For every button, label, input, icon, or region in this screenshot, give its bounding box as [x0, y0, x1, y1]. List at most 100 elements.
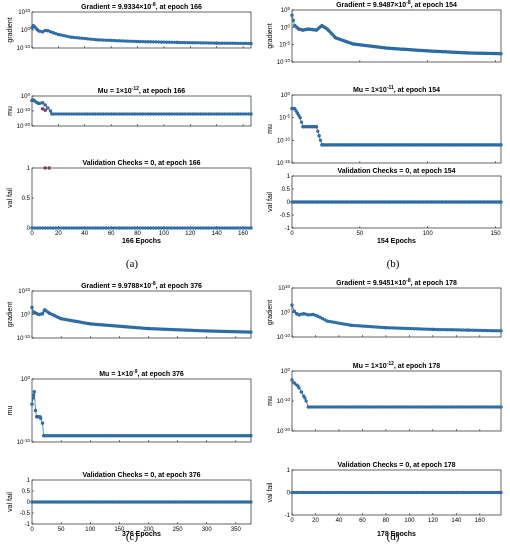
highlight-point [43, 108, 47, 113]
subplot-mu: Mu = 1×10-12, at epoch 166mu10010-1010-2… [7, 86, 253, 130]
data-point [299, 390, 304, 394]
title-part: 10 [379, 363, 387, 370]
axes-frame [31, 95, 252, 127]
tick-base: 10 [277, 429, 284, 435]
data-point [249, 226, 253, 230]
data-point [32, 393, 36, 397]
data-point [106, 38, 111, 42]
tick-base: 10 [18, 10, 25, 16]
data-point [209, 226, 214, 230]
title-part: × [394, 2, 398, 9]
data-point [291, 18, 296, 23]
tick-base: 10 [21, 94, 28, 100]
title-part: , at epoch 178 [411, 280, 457, 287]
y-tick-label: 10-10 [17, 107, 31, 116]
y-axis-label: val fail [267, 482, 274, 502]
tick-base: 10 [17, 124, 24, 130]
data-point [314, 125, 319, 129]
y-axis-label: mu [267, 396, 274, 406]
subplot-title: Mu = 1×10-9, at epoch 376 [99, 369, 184, 378]
subplot-title: Validation Checks = 0, at epoch 154 [337, 168, 455, 175]
y-tick-label: -0.5 [20, 511, 31, 517]
y-tick-label: 10-15 [277, 159, 291, 168]
x-tick-label: 0 [290, 518, 294, 524]
y-tick-label: 100 [21, 375, 31, 384]
data-point [318, 138, 323, 142]
data-point [38, 29, 42, 33]
tick-exponent: -20 [23, 122, 30, 127]
tick-base: 10 [17, 46, 24, 52]
tick-exponent: -10 [23, 438, 30, 443]
data-point [222, 41, 227, 45]
y-tick-label: 1010 [18, 287, 30, 296]
data-point [499, 143, 503, 147]
data-point [316, 129, 320, 133]
data-point [114, 39, 119, 43]
x-tick-label: 0 [30, 231, 34, 237]
tick-exponent: 0 [287, 23, 290, 28]
title-part: × [375, 363, 379, 370]
x-tick-label: 60 [108, 231, 115, 237]
data-point [290, 303, 294, 307]
panel-a: Gradient = 9.9334×10-8, at epoch 166grad… [7, 2, 253, 270]
x-tick-label: 120 [428, 518, 439, 524]
panel-d: Gradient = 9.9451×10-8, at epoch 178grad… [267, 278, 503, 543]
x-tick-label: 40 [336, 518, 343, 524]
subplot-val-fail: Validation Checks = 0, at epoch 178 val f… [267, 462, 503, 524]
title-part: -8 [151, 281, 156, 287]
tick-base: 10 [17, 109, 24, 115]
tick-exponent: -10 [283, 136, 290, 141]
data-point [290, 13, 294, 17]
data-point [33, 408, 38, 413]
y-tick-label: -1 [285, 513, 291, 519]
y-tick-label: 100 [21, 92, 31, 101]
data-point [101, 226, 105, 230]
tick-exponent: -10 [283, 58, 290, 63]
x-tick-label: 100 [85, 527, 96, 533]
title-part: × [120, 88, 124, 95]
x-axis-label: 154 Epochs [377, 238, 416, 245]
y-axis-label: val fail [7, 188, 14, 208]
data-point [40, 312, 45, 316]
data-point [32, 389, 36, 394]
title-part: Gradient = 9.9487 [336, 2, 394, 9]
title-part: Validation Checks = 0, at epoch 166 [82, 160, 200, 167]
x-tick-label: 0 [290, 231, 294, 237]
y-tick-label: 0 [287, 200, 291, 206]
data-point [67, 35, 71, 39]
y-tick-label: 10-10 [17, 334, 31, 343]
title-part: Gradient = 9.9451 [336, 280, 394, 287]
title-part: , at epoch 376 [138, 371, 184, 378]
panel-caption: (b) [387, 258, 400, 270]
data-point [80, 226, 84, 230]
tick-exponent: -10 [23, 107, 30, 112]
data-point [72, 112, 76, 116]
data-point [93, 37, 97, 42]
data-point [127, 39, 132, 43]
tick-base: 10 [21, 28, 28, 34]
data-point [101, 112, 105, 116]
tick-base: 10 [281, 8, 288, 14]
data-point [499, 329, 503, 333]
tick-base: 10 [281, 311, 288, 317]
title-part: -9 [133, 369, 138, 375]
y-tick-label: 0 [27, 226, 31, 232]
title-part: × [375, 87, 379, 94]
title-part: , at epoch 376 [156, 283, 202, 290]
data-point [80, 36, 84, 40]
tick-exponent: -10 [23, 44, 30, 49]
tick-exponent: 5 [287, 6, 290, 11]
title-part: 10 [379, 87, 387, 94]
x-tick-label: 80 [383, 518, 390, 524]
data-point [30, 305, 34, 310]
data-point [304, 399, 308, 403]
y-tick-label: 100 [281, 308, 291, 317]
title-part: Validation Checks = 0, at epoch 376 [82, 472, 200, 479]
subplot-title: Validation Checks = 0, at epoch 178 [337, 462, 455, 469]
y-tick-label: 10-10 [17, 438, 31, 447]
x-tick-label: 140 [451, 518, 462, 524]
tick-exponent: 0 [287, 367, 290, 372]
x-tick-label: 350 [231, 527, 242, 533]
data-point [154, 40, 158, 44]
y-axis-label: val fail [267, 192, 274, 212]
